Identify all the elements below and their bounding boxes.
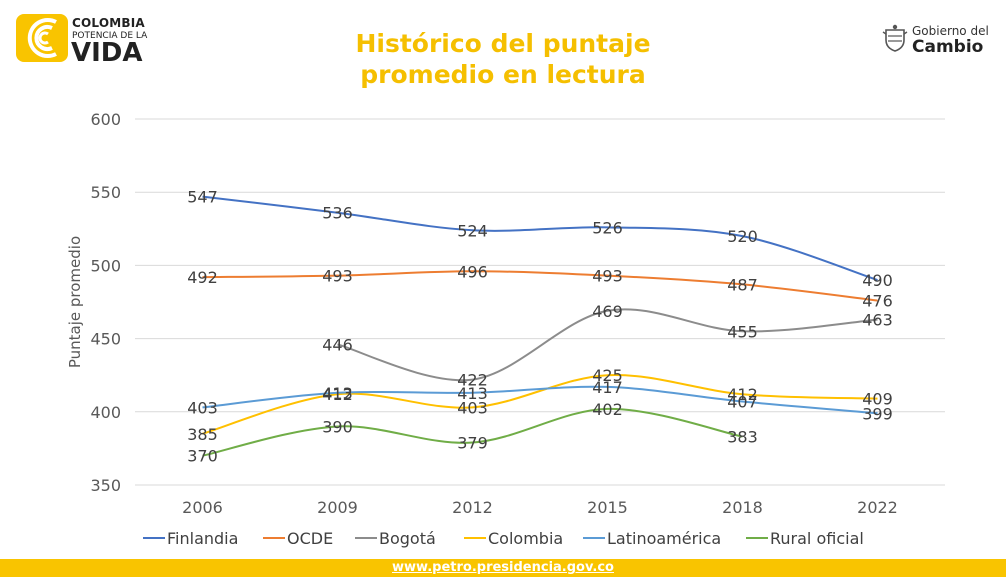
data-label: 455 [727, 322, 758, 341]
legend-label: Rural oficial [770, 529, 864, 548]
x-axis-tick-labels: 2006 2009 2012 2015 2018 2022 [182, 498, 898, 517]
data-label: 417 [592, 378, 623, 397]
legend: Finlandia OCDE Bogotá Colombia Latinoamérica… [143, 529, 864, 548]
chart-title: Histórico del puntaje promedio en lectur… [253, 28, 753, 90]
legend-label: OCDE [287, 529, 333, 548]
footer-bar: www.petro.presidencia.gov.co [0, 559, 1006, 577]
data-label: 413 [457, 384, 488, 403]
y-tick-label: 450 [90, 330, 121, 349]
gridlines [135, 118, 945, 486]
y-axis-label: Puntaje promedio [66, 236, 84, 368]
y-tick-label: 400 [90, 403, 121, 422]
x-tick-label: 2009 [317, 498, 358, 517]
colombia-potencia-logo: COLOMBIA POTENCIA DE LA VIDA [16, 14, 156, 66]
legend-label: Bogotá [379, 529, 436, 548]
legend-label: Latinoamérica [607, 529, 721, 548]
data-label: 403 [457, 398, 488, 417]
y-tick-label: 350 [90, 476, 121, 495]
data-label: 370 [187, 447, 218, 466]
data-label: 446 [322, 335, 353, 354]
data-labels: 547 536 524 526 520 490 492 493 496 493 487 476 446 4… [187, 188, 893, 466]
legend-item-1: OCDE [263, 529, 333, 548]
data-label: 390 [322, 417, 353, 436]
series-line-3 [202, 374, 878, 435]
series-line-0 [202, 195, 878, 281]
y-tick-label: 600 [90, 110, 121, 129]
coat-of-arms-icon [882, 24, 908, 52]
data-label: 487 [727, 275, 758, 294]
series-line-4 [202, 385, 878, 415]
series-lines [202, 195, 878, 457]
data-label: 496 [457, 262, 488, 281]
data-label: 493 [322, 267, 353, 286]
data-label: 469 [592, 302, 623, 321]
series-line-2 [337, 308, 878, 382]
chart-title-line2: promedio en lectura [360, 60, 646, 89]
data-label: 536 [322, 204, 353, 223]
legend-label: Finlandia [167, 529, 238, 548]
data-label: 399 [862, 404, 893, 423]
data-label: 476 [862, 292, 893, 311]
data-label: 412 [727, 385, 758, 404]
x-tick-label: 2015 [587, 498, 628, 517]
legend-label: Colombia [488, 529, 563, 548]
series-line-5 [202, 407, 743, 457]
x-tick-label: 2012 [452, 498, 493, 517]
data-label: 493 [592, 267, 623, 286]
legend-item-3: Colombia [464, 529, 563, 548]
legend-item-4: Latinoamérica [583, 529, 721, 548]
data-label: 385 [187, 425, 218, 444]
chart-title-line1: Histórico del puntaje [355, 29, 651, 58]
logo-mark-icon [16, 14, 68, 62]
x-tick-label: 2006 [182, 498, 223, 517]
data-label: 409 [862, 390, 893, 409]
logo-text-line3: VIDA [71, 38, 143, 68]
data-label: 520 [727, 227, 758, 246]
data-label: 547 [187, 188, 218, 207]
legend-item-2: Bogotá [355, 529, 436, 548]
y-axis-tick-labels: 350 400 450 500 550 600 [90, 110, 121, 495]
series-line-1 [202, 270, 878, 302]
data-label: 407 [727, 393, 758, 412]
footer-url-link[interactable]: www.petro.presidencia.gov.co [392, 560, 614, 575]
data-label: 463 [862, 311, 893, 330]
data-label: 492 [187, 268, 218, 287]
data-label: 402 [592, 400, 623, 419]
x-tick-label: 2022 [857, 498, 898, 517]
gobierno-del-cambio-logo: Gobierno del Cambio [882, 22, 992, 58]
data-label: 412 [322, 385, 353, 404]
data-label: 524 [457, 221, 488, 240]
logo-text-line1: COLOMBIA [72, 16, 145, 30]
data-label: 422 [457, 371, 488, 390]
cambio-text: Cambio [912, 37, 984, 57]
x-tick-label: 2018 [722, 498, 763, 517]
data-label: 379 [457, 434, 488, 453]
data-label: 490 [862, 271, 893, 290]
data-label: 403 [187, 398, 218, 417]
legend-item-0: Finlandia [143, 529, 238, 548]
data-label: 526 [592, 218, 623, 237]
gobierno-text: Gobierno del [912, 24, 989, 38]
data-label: 425 [592, 366, 623, 385]
y-tick-label: 500 [90, 256, 121, 275]
legend-item-5: Rural oficial [746, 529, 864, 548]
data-label: 383 [727, 428, 758, 447]
y-tick-label: 550 [90, 183, 121, 202]
logo-text-line2: POTENCIA DE LA [72, 31, 148, 41]
data-label: 413 [322, 384, 353, 403]
